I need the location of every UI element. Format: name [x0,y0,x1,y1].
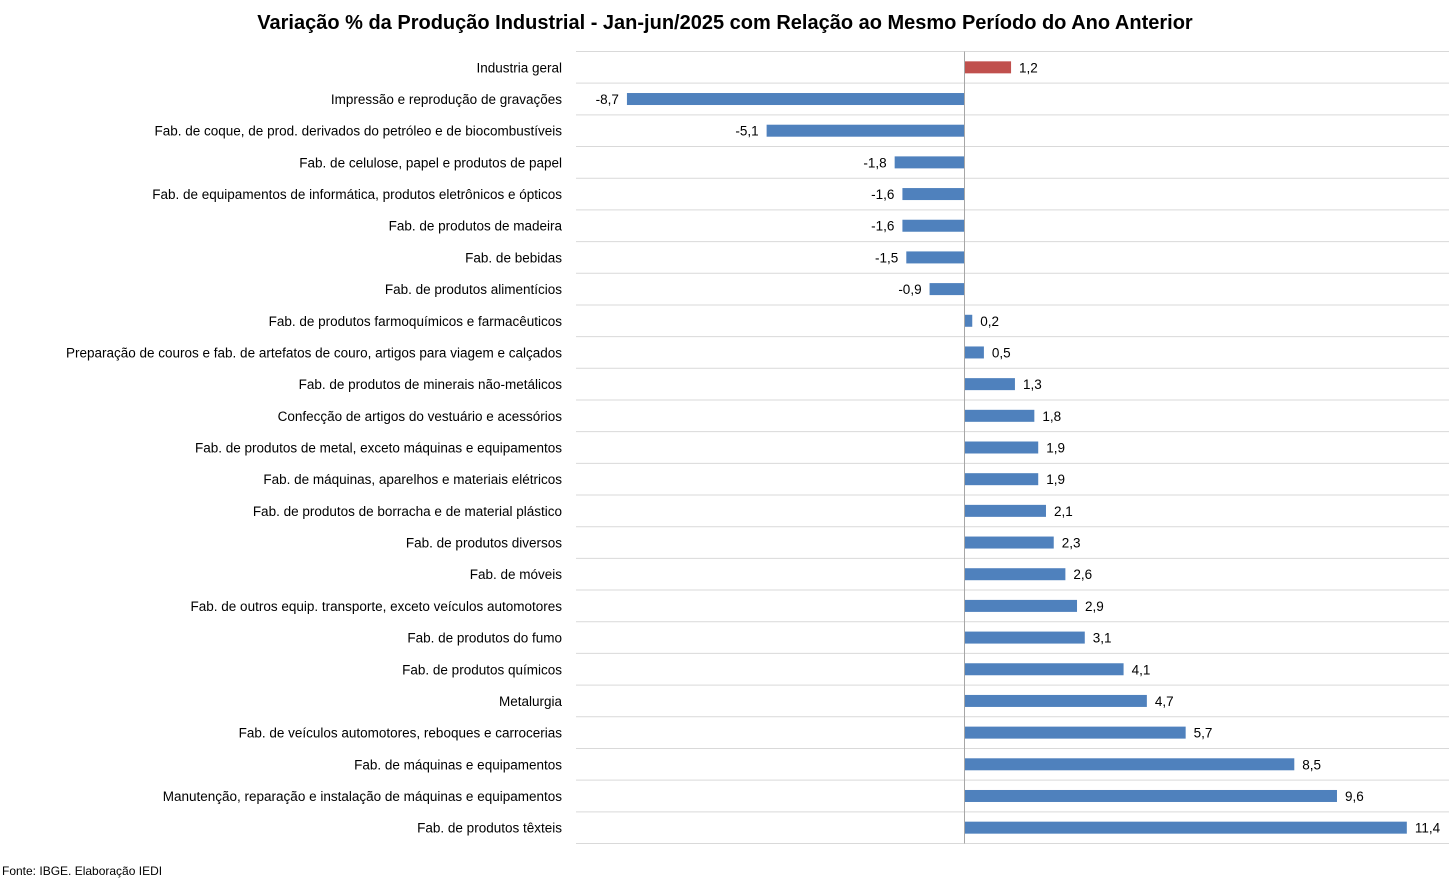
value-label: 1,8 [1042,409,1061,424]
category-label: Fab. de máquinas e equipamentos [354,757,562,772]
value-label: 2,9 [1085,599,1104,614]
bar [964,568,1066,581]
value-labels: 1,2 -8,7 -5,1 -1,8 -1,6 -1,6 -1,5 -0,9 0,2 0,5 1,3… [596,60,1441,835]
bar [964,821,1407,834]
bar [964,378,1015,391]
value-label: 1,9 [1046,441,1065,456]
category-label: Fab. de produtos diversos [406,536,562,551]
value-label: -5,1 [735,124,758,139]
bar [964,536,1054,549]
value-label: -1,6 [871,219,894,234]
value-label: 4,7 [1155,694,1174,709]
category-label: Fab. de produtos farmoquímicos e farmacê… [269,314,563,329]
bar [902,188,965,201]
bar [894,156,965,169]
bar [964,346,984,359]
bar [766,124,965,137]
value-label: 0,2 [980,314,999,329]
value-label: 1,9 [1046,472,1065,487]
bars [626,61,1407,834]
bar [964,789,1337,802]
category-label: Confecção de artigos do vestuário e aces… [278,409,563,424]
category-label: Fab. de produtos alimentícios [385,282,562,297]
category-label: Fab. de bebidas [465,250,562,265]
chart-title: Variação % da Produção Industrial - Jan-… [257,12,1193,34]
category-label: Fab. de móveis [470,567,563,582]
value-label: 2,3 [1062,536,1081,551]
bar [964,599,1078,612]
value-label: 5,7 [1194,726,1213,741]
value-label: 8,5 [1302,757,1321,772]
value-label: -0,9 [898,282,921,297]
bar [906,251,965,264]
bar [964,441,1039,454]
category-label: Industria geral [476,60,562,75]
bar [964,314,973,327]
bar [964,631,1085,644]
category-label: Fab. de produtos de borracha e de materi… [253,504,562,519]
value-label: 2,6 [1073,567,1092,582]
value-label: 1,2 [1019,60,1038,75]
category-label: Fab. de equipamentos de informática, pro… [152,187,562,202]
value-label: -1,6 [871,187,894,202]
category-label: Preparação de couros e fab. de artefatos… [66,345,562,360]
value-label: 2,1 [1054,504,1073,519]
bar [929,283,965,296]
bar [626,93,965,106]
category-label: Manutenção, reparação e instalação de má… [163,789,563,804]
category-label: Fab. de produtos de metal, exceto máquin… [195,441,562,456]
value-label: 11,4 [1415,821,1441,836]
value-label: -8,7 [596,92,619,107]
category-label: Fab. de máquinas, aparelhos e materiais … [263,472,562,487]
category-label: Fab. de produtos de minerais não-metálic… [299,377,563,392]
bar [964,473,1039,486]
category-label: Fab. de produtos têxteis [417,821,562,836]
category-label: Fab. de produtos de madeira [389,219,563,234]
bar [964,758,1295,771]
category-label: Fab. de celulose, papel e produtos de pa… [299,155,562,170]
source-note: Fonte: IBGE. Elaboração IEDI [2,864,163,878]
category-label: Fab. de produtos do fumo [407,631,562,646]
bar [964,61,1012,74]
value-label: -1,8 [863,155,886,170]
category-label: Fab. de veículos automotores, reboques e… [239,726,563,741]
category-label: Fab. de outros equip. transporte, exceto… [191,599,563,614]
value-label: 9,6 [1345,789,1364,804]
category-label: Impressão e reprodução de gravações [331,92,562,107]
value-label: 3,1 [1093,631,1112,646]
bar [964,726,1186,739]
value-label: -1,5 [875,250,898,265]
value-label: 1,3 [1023,377,1042,392]
bar [902,219,965,232]
gridlines [576,51,1449,844]
bar [964,409,1035,422]
category-label: Fab. de produtos químicos [402,662,562,677]
bar [964,663,1124,676]
category-labels: Industria geral Impressão e reprodução de… [66,60,563,835]
value-label: 0,5 [992,345,1011,360]
category-label: Fab. de coque, de prod. derivados do pet… [154,124,562,139]
bar [964,504,1046,517]
category-label: Metalurgia [499,694,563,709]
bar [964,694,1147,707]
value-label: 4,1 [1132,662,1151,677]
